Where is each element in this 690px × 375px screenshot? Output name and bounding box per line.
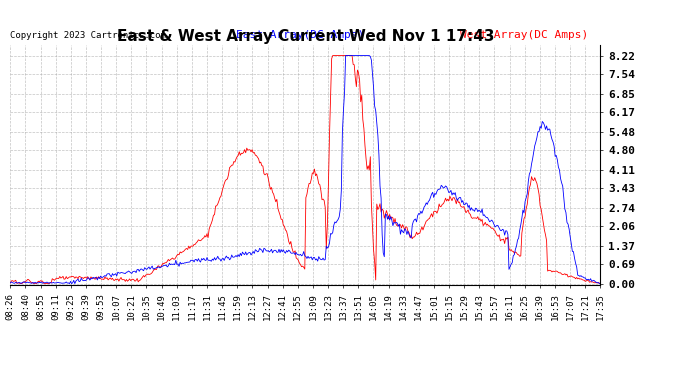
Text: East Array(DC Amps): East Array(DC Amps) bbox=[236, 30, 364, 40]
Text: West Array(DC Amps): West Array(DC Amps) bbox=[460, 30, 589, 40]
Text: Copyright 2023 Cartronics.com: Copyright 2023 Cartronics.com bbox=[10, 31, 166, 40]
Title: East & West Array Current Wed Nov 1 17:43: East & West Array Current Wed Nov 1 17:4… bbox=[117, 29, 494, 44]
